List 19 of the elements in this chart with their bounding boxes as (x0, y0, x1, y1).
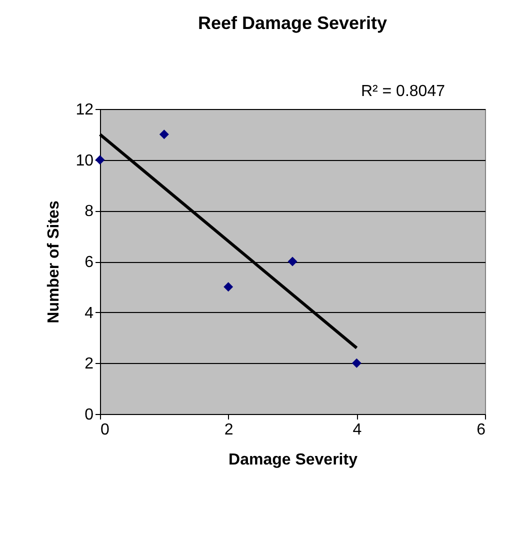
chart-title: Reef Damage Severity (198, 13, 388, 33)
y-tick-label: 10 (76, 152, 94, 170)
point (159, 130, 169, 140)
y-tick-label: 4 (84, 304, 94, 322)
x-tick-label: 2 (224, 422, 234, 438)
y-tick-label: 8 (84, 203, 94, 220)
text: R² = 0.8047 (360, 83, 446, 100)
x-tick-label: 4 (352, 422, 362, 438)
y-tick-label: 2 (84, 356, 94, 373)
y-tick-label: 12 (76, 102, 94, 118)
point (224, 282, 234, 292)
point (288, 256, 298, 266)
y-axis-title: Number of Sites (46, 200, 63, 324)
point (352, 358, 362, 368)
x-axis-title: Damage Severity (228, 452, 358, 468)
y-tick-label: 0 (84, 406, 94, 424)
x-tick-label: 6 (476, 422, 486, 438)
x-tick-label: 0 (100, 422, 110, 438)
y-tick-label: 6 (84, 254, 94, 271)
